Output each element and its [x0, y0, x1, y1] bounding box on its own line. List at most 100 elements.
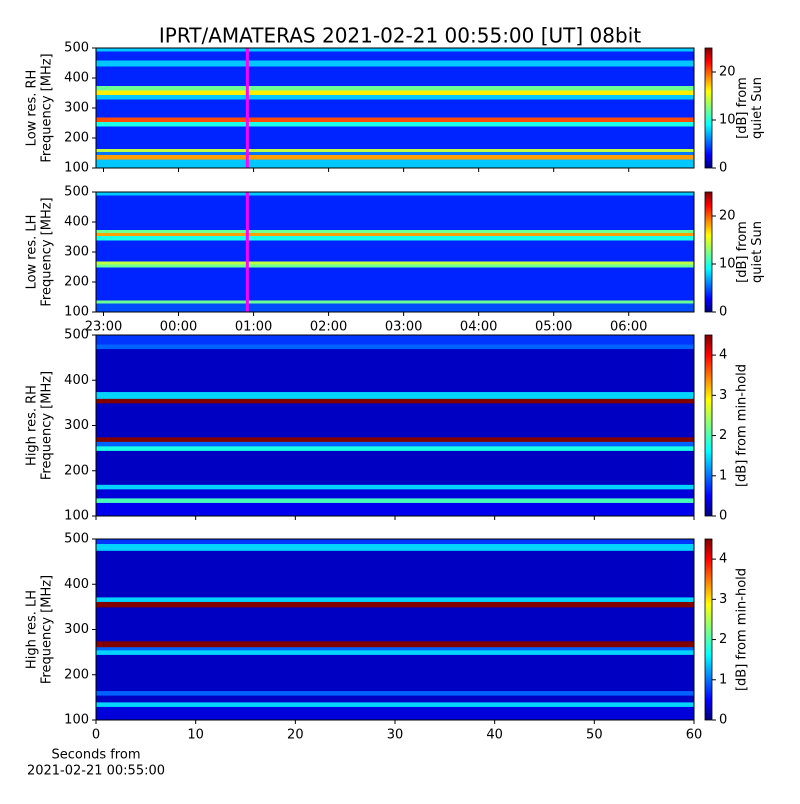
y-tick-label: 400: [64, 373, 89, 388]
heat-cell: [96, 649, 694, 655]
y-tick-label: 300: [64, 622, 89, 637]
heat-cell: [96, 261, 694, 265]
heat-cell: [96, 117, 694, 122]
y-tick-label: 200: [64, 667, 89, 682]
y-tick-label: 200: [64, 275, 89, 290]
y-axis-label: Frequency [MHz]: [40, 371, 55, 480]
y-tick-label: 400: [64, 71, 89, 86]
colorbar-tick-label: 1: [719, 468, 727, 483]
heat-cell: [96, 99, 694, 118]
chart-title: IPRT/AMATERAS 2021-02-21 00:55:00 [UT] 0…: [159, 24, 641, 48]
heat-cell: [96, 267, 694, 301]
x-tick-label: 06:00: [610, 320, 647, 335]
y-tick-label: 400: [64, 215, 89, 230]
heat-cell: [96, 335, 694, 345]
x-axis-label: 2021-02-21 00:55:00: [27, 764, 165, 779]
heat-cell: [96, 159, 694, 169]
colorbar-tick-label: 0: [719, 713, 727, 728]
colorbar-label: [dB] from min-hold: [735, 364, 750, 487]
y-tick-label: 400: [64, 577, 89, 592]
y-tick-label: 200: [64, 131, 89, 146]
x-tick-label: 0: [92, 728, 100, 743]
heat-cell: [96, 654, 694, 692]
colorbar-tick-label: 4: [719, 552, 727, 567]
x-axis-label: Seconds from: [51, 748, 140, 763]
heat-cell: [96, 148, 694, 152]
heat-cell: [96, 90, 694, 95]
heat-cell: [96, 66, 694, 86]
colorbar-tick-label: 2: [719, 428, 727, 443]
heat-cell: [96, 601, 694, 608]
heat-cell: [96, 51, 694, 61]
y-tick-label: 200: [64, 463, 89, 478]
heat-cell: [96, 232, 694, 236]
heat-cell: [96, 235, 694, 241]
heat-cell: [96, 151, 694, 155]
x-tick-label: 50: [586, 728, 603, 743]
y-tick-label: 100: [64, 509, 89, 524]
heat-cell: [96, 85, 694, 91]
y-tick-label: 100: [64, 161, 89, 176]
heat-cell: [96, 264, 694, 268]
heat-cell: [96, 488, 694, 499]
colorbar-tick-label: 20: [719, 65, 736, 80]
y-tick-label: 100: [64, 713, 89, 728]
colorbar-label: [dB] from: [735, 77, 750, 139]
x-tick-label: 60: [686, 728, 703, 743]
heat-cell: [96, 640, 694, 648]
y-tick-label: 300: [64, 101, 89, 116]
heat-cell: [96, 497, 694, 503]
y-tick-label: 500: [64, 328, 89, 343]
heat-cell: [96, 348, 694, 393]
colorbar: [704, 47, 713, 169]
x-tick-label: 23:00: [85, 320, 122, 335]
heat-cell: [96, 300, 694, 304]
colorbar-tick-label: 1: [719, 672, 727, 687]
colorbar: [704, 191, 713, 313]
y-axis-label: High res. RH: [25, 385, 40, 466]
heat-cell: [96, 436, 694, 442]
colorbar-tick-label: 3: [719, 388, 727, 403]
x-tick-label: 05:00: [535, 320, 572, 335]
heat-cell: [96, 154, 694, 160]
x-tick-label: 00:00: [160, 320, 197, 335]
heat-cell: [96, 192, 694, 196]
y-tick-label: 300: [64, 245, 89, 260]
y-tick-label: 500: [64, 185, 89, 200]
heat-cell: [96, 690, 694, 696]
x-tick-label: 40: [486, 728, 503, 743]
x-tick-label: 02:00: [310, 320, 347, 335]
heat-cell: [96, 303, 694, 313]
heat-cell: [96, 229, 694, 233]
colorbar-tick-label: 0: [719, 509, 727, 524]
heat-cell: [96, 539, 694, 545]
heat-cell: [96, 48, 694, 52]
heat-cell: [96, 606, 694, 642]
heat-cell: [96, 60, 694, 67]
heat-cell: [96, 543, 694, 551]
colorbar-tick-label: 4: [719, 348, 727, 363]
x-tick-label: 30: [387, 728, 404, 743]
y-axis-label: Frequency [MHz]: [40, 53, 55, 162]
heat-cell: [96, 502, 694, 517]
colorbar: [704, 538, 713, 721]
colorbar: [704, 334, 713, 517]
heat-cell: [96, 126, 694, 149]
heat-cell: [96, 398, 694, 404]
heat-cell: [96, 701, 694, 707]
colorbar-tick-label: 10: [719, 113, 736, 128]
x-tick-label: 20: [287, 728, 304, 743]
colorbar-tick-label: 0: [719, 305, 727, 320]
y-axis-label: Frequency [MHz]: [40, 197, 55, 306]
y-tick-label: 500: [64, 41, 89, 56]
heat-cell: [96, 450, 694, 485]
y-axis-label: High res. LH: [25, 590, 40, 669]
colorbar-label: quiet Sun: [750, 77, 765, 139]
heat-cell: [96, 402, 694, 438]
colorbar-label: [dB] from min-hold: [735, 568, 750, 691]
y-tick-label: 500: [64, 532, 89, 547]
heat-cell: [96, 240, 694, 262]
heat-cell: [96, 695, 694, 703]
heat-cell: [96, 706, 694, 721]
x-tick-label: 03:00: [385, 320, 422, 335]
